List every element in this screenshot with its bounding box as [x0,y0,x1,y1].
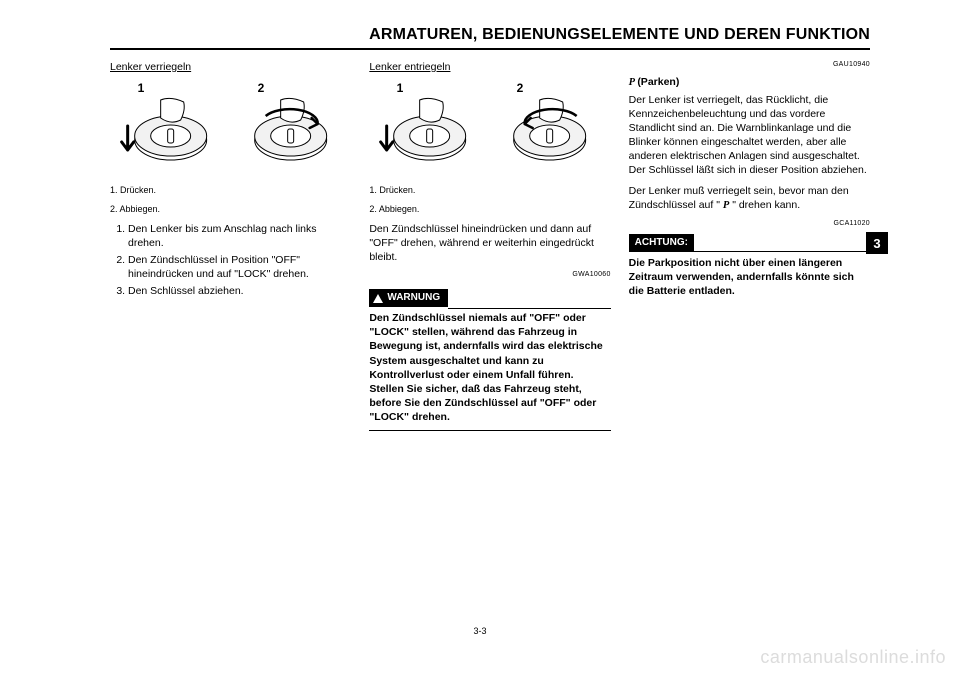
page-number: 3-3 [473,626,486,636]
fig2-label-1: 1 [397,81,404,95]
col3-para-2: Der Lenker muß verriegelt sein, bevor ma… [629,184,870,213]
col3-para-2b: " drehen kann. [729,199,800,211]
warning-box: WARNUNG [369,289,448,307]
col2-caption-2: 2. Abbiegen. [369,203,610,216]
header-title: ARMATUREN, BEDIENUNGSELEMENTE UND DEREN … [110,26,870,44]
col1-section-title: Lenker verriegeln [110,60,351,74]
col2-code-1: GWA10060 [369,270,610,279]
column-1: Lenker verriegeln 1 2 [110,60,351,437]
warning-bottom-rule [369,430,610,431]
col1-steps: Den Lenker bis zum Anschlag nach links d… [110,222,351,299]
page-header: ARMATUREN, BEDIENUNGSELEMENTE UND DEREN … [110,26,870,50]
park-heading: P (Parken) [629,75,870,90]
col1-caption-1: 1. Drücken. [110,184,351,197]
watermark: carmanualsonline.info [760,647,946,668]
park-symbol-icon: P [629,77,638,88]
page: ARMATUREN, BEDIENUNGSELEMENTE UND DEREN … [0,0,960,678]
warning-text: Den Zündschlüssel niemals auf "OFF" oder… [369,311,610,424]
fig-label-1: 1 [138,81,145,95]
achtung-box: ACHTUNG: [629,234,694,252]
col3-para-1: Der Lenker ist verriegelt, das Rücklicht… [629,93,870,178]
achtung-heading-row: ACHTUNG: [629,234,870,252]
lock-figure: 1 2 [110,80,351,174]
section-tab: 3 [866,232,888,254]
col2-section-title: Lenker entriegeln [369,60,610,74]
park-label: (Parken) [637,76,679,88]
col1-step-1: Den Lenker bis zum Anschlag nach links d… [128,222,351,250]
col2-para-1: Den Zündschlüssel hineindrücken und dann… [369,222,610,265]
warning-triangle-icon [373,294,383,303]
knob-left [122,99,207,161]
col3-code-top: GAU10940 [629,60,870,69]
warning-rule [448,308,611,309]
col1-step-3: Den Schlüssel abziehen. [128,284,351,298]
warning-heading-row: WARNUNG [369,285,610,309]
column-2: Lenker entriegeln 1 2 [369,60,610,437]
col1-caption-2: 2. Abbiegen. [110,203,351,216]
knob-right-2 [514,99,586,161]
knob-right [255,99,327,161]
knob-left-2 [381,99,466,161]
fig-label-2: 2 [258,81,265,95]
warning-label: WARNUNG [387,291,440,305]
col1-step-2: Den Zündschlüssel in Position "OFF" hine… [128,253,351,281]
fig2-label-2: 2 [517,81,524,95]
col2-caption-1: 1. Drücken. [369,184,610,197]
achtung-text: Die Parkposition nicht über einen länger… [629,256,870,299]
unlock-figure: 1 2 [369,80,610,174]
column-3: GAU10940 P (Parken) Der Lenker ist verri… [629,60,870,437]
achtung-rule [694,251,870,252]
content-columns: Lenker verriegeln 1 2 [110,60,870,437]
col3-code-2: GCA11020 [629,219,870,228]
